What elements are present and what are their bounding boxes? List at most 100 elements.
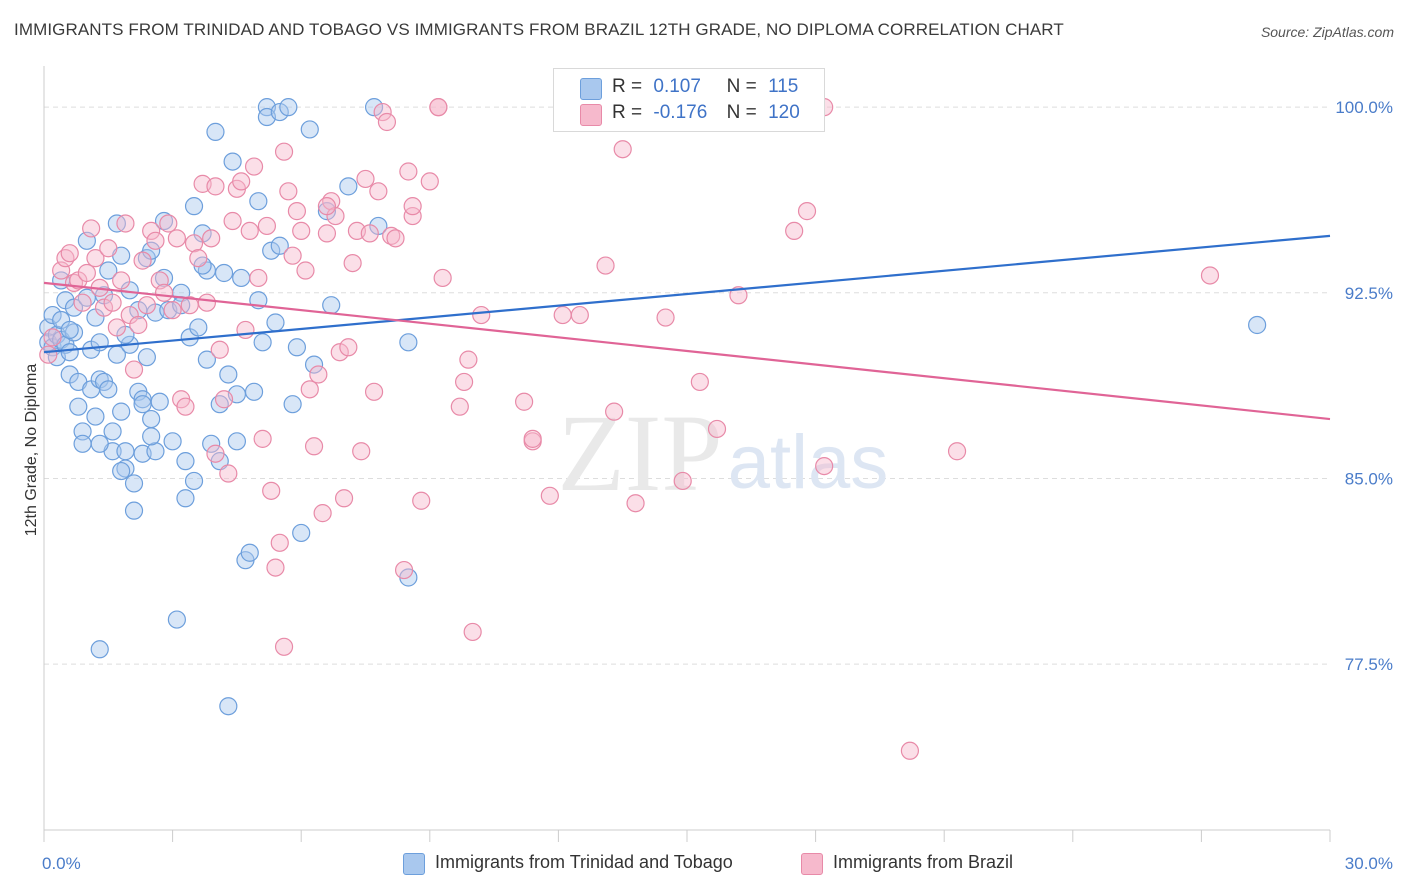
y-tick-label: 100.0% — [1335, 98, 1393, 117]
brazil-point — [815, 456, 834, 476]
brazil-point — [236, 320, 255, 340]
brazil-point — [553, 305, 572, 325]
brazil-point — [283, 246, 302, 265]
brazil-point — [137, 296, 156, 315]
legend-r-value: -0.176 — [653, 102, 708, 123]
watermark-atlas: atlas — [728, 420, 889, 505]
brazil-point — [690, 372, 709, 392]
brazil-point — [274, 142, 294, 161]
trinidad-point — [189, 318, 208, 337]
brazil-point — [99, 239, 118, 258]
data-points — [39, 98, 1267, 760]
brazil-point — [304, 437, 324, 456]
bottom-legend-swatch-pink — [801, 853, 823, 875]
trinidad-point — [133, 395, 152, 414]
trinidad-point — [197, 350, 216, 369]
brazil-point — [146, 231, 165, 250]
trinidad-point — [262, 241, 281, 260]
brazil-point — [124, 360, 144, 379]
brazil-point — [429, 98, 448, 117]
trinidad-point — [176, 452, 195, 471]
brazil-point — [673, 471, 692, 491]
brazil-point — [797, 202, 817, 221]
trinidad-point — [300, 120, 319, 139]
legend-swatch-blue — [580, 78, 602, 100]
trinidad-point — [60, 320, 79, 340]
trinidad-point — [399, 333, 418, 352]
brazil-point — [339, 338, 358, 357]
trinidad-point — [232, 268, 251, 288]
brazil-point — [292, 221, 311, 241]
trinidad-point — [214, 263, 234, 283]
stats-legend: R = 0.107 N = 115 R = -0.176 N = 120 — [553, 68, 825, 132]
brazil-point — [433, 268, 452, 288]
brazil-point — [112, 271, 131, 290]
brazil-point — [223, 211, 242, 231]
bottom-legend-swatch-blue — [403, 853, 425, 875]
brazil-point — [403, 206, 422, 226]
trinidad-point — [90, 434, 109, 453]
brazil-point — [626, 494, 645, 513]
trinidad-point — [364, 98, 384, 117]
trinidad-point — [283, 395, 302, 414]
brazil-point — [317, 197, 337, 216]
trinidad-point — [266, 313, 285, 332]
y-tick-label: 92.5% — [1345, 284, 1393, 303]
brazil-point — [116, 214, 135, 233]
brazil-point — [377, 112, 397, 132]
trinidad-point — [317, 202, 337, 221]
trinidad-point — [270, 236, 289, 255]
trinidad-point — [253, 333, 272, 352]
trinidad-point — [43, 305, 62, 325]
brazil-point — [167, 229, 186, 248]
brazil-point — [540, 486, 559, 505]
brazil-point — [515, 392, 534, 411]
brazil-point — [613, 140, 632, 159]
legend-r-label: R = — [612, 76, 643, 97]
trinidad-point — [184, 471, 204, 491]
legend-n-value: 120 — [768, 102, 800, 123]
trinidad-point — [142, 427, 161, 446]
trinidad-point — [124, 501, 144, 520]
trinidad-point — [219, 365, 238, 384]
brazil-point — [249, 268, 268, 288]
y-tick-label: 77.5% — [1345, 655, 1393, 674]
trinidad-point — [142, 409, 161, 429]
brazil-point — [317, 224, 337, 243]
brazil-point — [129, 315, 148, 335]
brazil-point — [77, 263, 96, 283]
trinidad-point — [279, 98, 298, 117]
brazil-point — [244, 157, 264, 176]
brazil-point — [399, 162, 418, 181]
brazil-point — [189, 249, 208, 268]
brazil-point — [330, 343, 349, 362]
brazil-point — [450, 397, 469, 416]
trinidad-point — [322, 296, 341, 315]
brazil-point — [420, 172, 439, 191]
brazil-point — [197, 293, 216, 312]
bottom-legend-label: Immigrants from Brazil — [833, 852, 1014, 872]
trend-lines — [43, 234, 1331, 421]
brazil-point — [184, 234, 204, 253]
brazil-point — [570, 305, 589, 325]
brazil-point — [900, 741, 920, 760]
brazil-point — [163, 301, 182, 320]
brazil-point — [262, 481, 281, 500]
brazil-point — [107, 318, 126, 337]
trinidad-point — [163, 432, 182, 451]
trinidad-point — [219, 697, 238, 716]
brazil-point — [313, 504, 332, 523]
brazil-point — [296, 261, 315, 280]
brazil-trend-line — [43, 281, 1331, 421]
brazil-point — [707, 419, 727, 439]
legend-r-value: 0.107 — [653, 76, 701, 97]
brazil-point — [206, 444, 225, 463]
brazil-point — [202, 229, 221, 248]
trinidad-point — [167, 610, 186, 629]
x-tick-label: 0.0% — [42, 854, 81, 873]
trinidad-point — [103, 422, 122, 441]
brazil-point — [369, 182, 388, 201]
brazil-point — [403, 197, 422, 216]
trinidad-point — [184, 197, 204, 216]
